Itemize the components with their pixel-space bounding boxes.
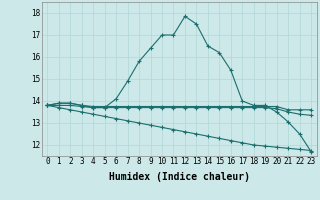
X-axis label: Humidex (Indice chaleur): Humidex (Indice chaleur) [109, 172, 250, 182]
